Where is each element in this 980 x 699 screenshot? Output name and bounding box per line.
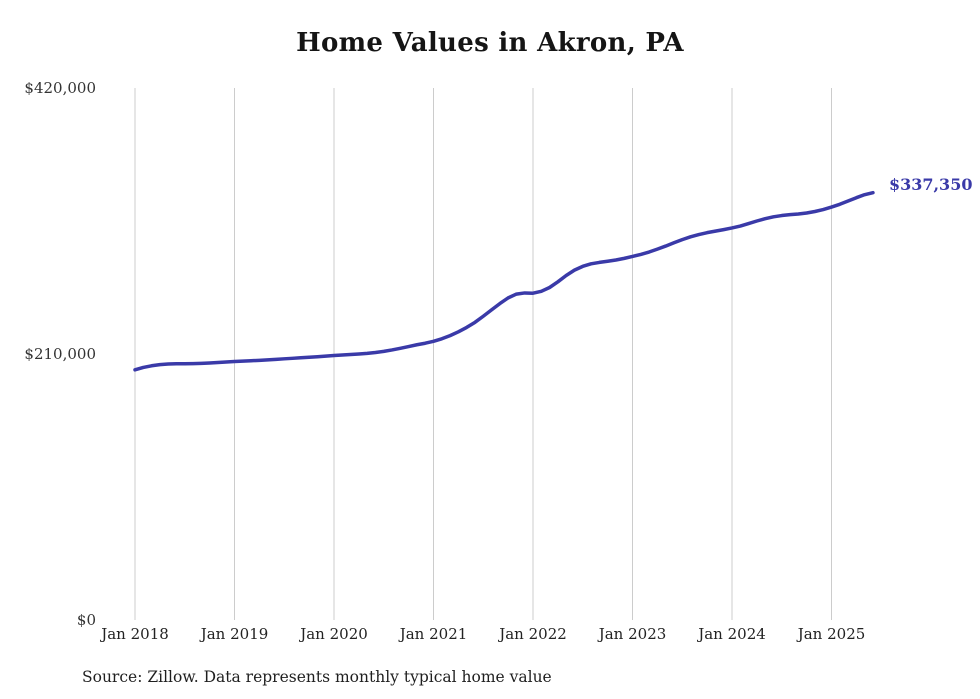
y-tick-label: $420,000 [24,79,96,97]
x-tick-label: Jan 2025 [797,625,866,643]
x-tick-label: Jan 2022 [499,625,567,643]
y-tick-label: $210,000 [24,345,96,363]
x-tick-label: Jan 2021 [399,625,468,643]
x-tick-label: Jan 2019 [200,625,269,643]
x-tick-label: Jan 2024 [698,625,766,643]
source-note: Source: Zillow. Data represents monthly … [82,668,552,686]
end-value-label: $337,350 [888,174,973,194]
x-tick-label: Jan 2020 [300,625,368,643]
home-value-line [133,190,875,372]
chart-title: Home Values in Akron, PA [296,28,684,58]
x-tick-label: Jan 2023 [598,625,667,643]
y-tick-label: $0 [76,611,96,629]
x-tick-label: Jan 2018 [101,625,169,643]
